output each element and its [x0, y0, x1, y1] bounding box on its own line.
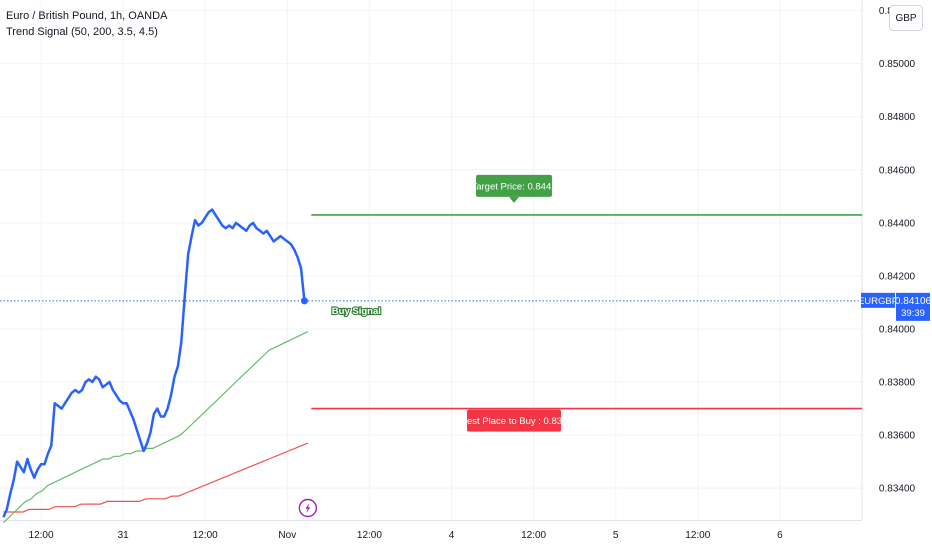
buy-zone-label-box	[467, 409, 561, 432]
y-tick-label: 0.84600	[879, 165, 916, 176]
x-tick-label: 31	[118, 530, 130, 541]
x-tick-label: 12:00	[685, 530, 710, 541]
target-label-pointer	[509, 196, 519, 203]
y-tick-label: 0.83800	[879, 378, 916, 389]
y-tick-label: 0.85000	[879, 59, 916, 70]
price-line	[2, 208, 306, 518]
x-tick-label: 4	[449, 530, 455, 541]
x-tick-label: 6	[777, 530, 783, 541]
x-tick-label: 12:00	[193, 530, 218, 541]
target-label-text: Target Price: 0.8442	[471, 181, 556, 192]
buy_zone-level-label: Best Place to Buy : 0.837	[461, 409, 568, 432]
lightning-icon[interactable]	[298, 498, 318, 518]
target-label-box	[476, 174, 552, 197]
y-tick-label: 0.84800	[879, 112, 916, 123]
y-tick-label: 0.83400	[879, 484, 916, 495]
y-tick-label: 0.84400	[879, 218, 916, 229]
x-tick-label: 12:00	[357, 530, 382, 541]
y-tick-label: 0.84200	[879, 271, 916, 282]
time-axis[interactable]: 12:00 31 12:00 Nov 12:00 4 12:00 5 12:00 6	[29, 530, 784, 541]
x-tick-label: 12:00	[521, 530, 546, 541]
price-tag-value: 0.84106	[895, 296, 932, 307]
target-level-label: Target Price: 0.8442	[471, 174, 557, 203]
buy-zone-label-text: Best Place to Buy : 0.837	[461, 416, 568, 427]
indicator-legend[interactable]: Trend Signal (50, 200, 3.5, 4.5)	[6, 26, 158, 38]
y-tick-label: 0.83600	[879, 431, 916, 442]
x-tick-label: Nov	[278, 530, 296, 541]
x-tick-label: 5	[613, 530, 619, 541]
y-tick-label: 0.84000	[879, 324, 916, 335]
last-price-dot	[300, 297, 308, 305]
last-price-tag[interactable]: EURGBP 0.84106 39:39	[858, 292, 932, 321]
symbol-tag	[861, 292, 895, 308]
price-levels: Target Price: 0.8442 Best Place to Buy : …	[311, 174, 862, 432]
fast-ma-line	[2, 331, 309, 524]
price-tag	[896, 292, 930, 321]
currency-button[interactable]: GBP	[889, 5, 923, 31]
buy-signal-label: Buy Signal	[332, 306, 381, 317]
annotations: Buy Signal	[298, 305, 382, 518]
x-tick-label: 12:00	[29, 530, 54, 541]
slow-ma-line	[3, 442, 309, 513]
price-tag-countdown: 39:39	[901, 308, 925, 319]
price-axis[interactable]: 0.83400 0.83600 0.83800 0.84000 0.84200 0.844…	[879, 6, 916, 495]
chart-title: Euro / British Pound, 1h, OANDA	[6, 10, 168, 22]
symbol-tag-label: EURGBP	[858, 296, 898, 307]
grid	[0, 0, 862, 520]
